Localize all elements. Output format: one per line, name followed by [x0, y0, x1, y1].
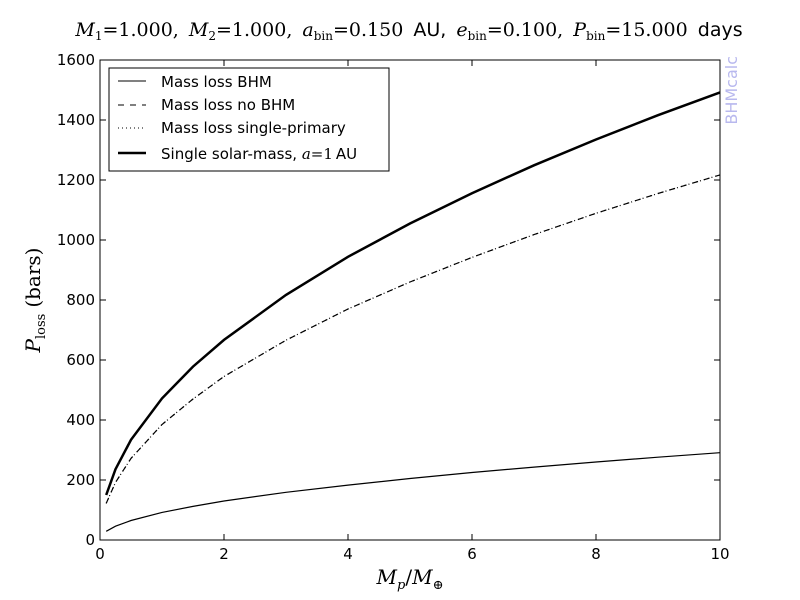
chart-title: M1=1.000, M2=1.000, abin=0.150 AU, ebin=…	[74, 19, 742, 43]
ticks-layer: 0 2 4 6 8 10 0 200 400 600 800 1000 1200 1400 1600	[57, 51, 730, 563]
legend: Mass loss BHM Mass loss no BHM Mass loss…	[108, 67, 390, 172]
legend-label-bhm: Mass loss BHM	[161, 73, 272, 91]
legend-solar-mass-text: Single solar-mass,	[161, 145, 302, 163]
x-tick-label-0: 0	[95, 545, 105, 563]
xlabel-slash: /	[405, 565, 412, 589]
xlabel-subscript-2: ⊕	[433, 578, 444, 593]
legend-solar-mass-math-value: =1	[311, 145, 333, 163]
y-tick-label-6: 1200	[57, 171, 95, 189]
xlabel-subscript: p	[397, 578, 406, 593]
ylabel-unit: (bars)	[21, 248, 45, 308]
title-a-unit: AU,	[413, 19, 446, 41]
legend-solar-mass-unit: AU	[336, 145, 357, 163]
series-line-3	[105, 91, 721, 496]
legend-solar-mass-math: a	[302, 145, 311, 163]
series-line-0	[105, 452, 721, 532]
title-p-symbol: P	[572, 19, 587, 41]
title-m1-symbol: M	[74, 19, 95, 41]
y-axis-label: Ploss (bars)	[21, 248, 49, 354]
title-e-value: =0.100,	[487, 19, 563, 41]
title-p-value: =15.000	[605, 19, 687, 41]
x-axis-label: Mp/M⊕	[376, 565, 444, 593]
legend-box	[108, 67, 390, 172]
y-tick-label-0: 0	[85, 531, 95, 549]
title-m2-symbol: M	[188, 19, 209, 41]
title-p-subscript: bin	[586, 29, 606, 43]
x-tick-label-3: 6	[467, 545, 477, 563]
title-m1-subscript: 1	[95, 29, 103, 43]
title-m1-value: =1.000,	[102, 19, 178, 41]
y-tick-label-2: 400	[66, 411, 95, 429]
series-line-2	[105, 174, 721, 504]
y-tick-label-5: 1000	[57, 231, 95, 249]
legend-label-no-bhm: Mass loss no BHM	[161, 96, 295, 114]
xlabel-symbol: M	[376, 565, 398, 589]
watermark: BHMcalc	[722, 56, 741, 125]
legend-label-single-primary: Mass loss single-primary	[161, 119, 346, 137]
title-e-symbol: e	[456, 19, 467, 41]
legend-label-solar-mass: Single solar-mass, a=1 AU	[161, 145, 357, 163]
y-tick-label-3: 600	[66, 351, 95, 369]
y-tick-label-1: 200	[66, 471, 95, 489]
series-layer	[105, 91, 721, 532]
ylabel-subscript: loss	[34, 314, 49, 339]
title-a-value: =0.150	[333, 19, 403, 41]
x-tick-label-2: 4	[343, 545, 353, 563]
title-a-symbol: a	[302, 19, 313, 41]
ylabel-symbol: P	[21, 338, 45, 353]
y-tick-label-8: 1600	[57, 51, 95, 69]
y-tick-label-4: 800	[66, 291, 95, 309]
title-a-subscript: bin	[314, 29, 334, 43]
y-tick-label-7: 1400	[57, 111, 95, 129]
x-tick-label-1: 2	[219, 545, 229, 563]
x-tick-label-5: 10	[710, 545, 729, 563]
xlabel-symbol-2: M	[411, 565, 433, 589]
title-e-subscript: bin	[468, 29, 488, 43]
title-m2-value: =1.000,	[216, 19, 292, 41]
x-tick-label-4: 8	[591, 545, 601, 563]
title-p-unit: days	[698, 19, 743, 41]
title-m2-subscript: 2	[208, 29, 216, 43]
